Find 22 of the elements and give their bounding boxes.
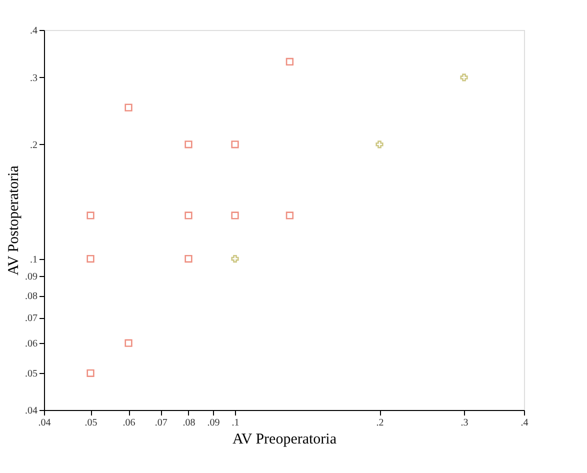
x-tick-label: .3 [460, 418, 468, 428]
y-tick-label: .04 [25, 406, 38, 416]
y-tick-label: .1 [30, 254, 38, 266]
y-tick-label: .06 [25, 338, 38, 350]
x-tick-label: .07 [154, 418, 168, 428]
x-tick-label: .04 [38, 418, 51, 428]
y-tick-label: .05 [25, 368, 38, 380]
y-tick-label: .3 [30, 72, 38, 84]
y-tick-label: .2 [30, 140, 38, 151]
y-tick-label: .08 [25, 291, 38, 302]
x-tick-label: .2 [376, 418, 384, 428]
x-tick-label: .05 [84, 418, 98, 428]
y-tick-label: .09 [25, 272, 38, 283]
y-tick-label: .07 [25, 313, 38, 324]
y-axis-title: AV Postoperatoria [6, 165, 22, 276]
x-tick-label: .06 [122, 418, 136, 428]
y-tick-label: .4 [30, 26, 38, 36]
x-tick-label: .4 [520, 418, 528, 428]
x-tick-label: .08 [182, 418, 196, 428]
x-tick-label: .1 [232, 418, 240, 428]
x-axis-title: AV Preoperatoria [232, 432, 337, 448]
x-tick-label: .09 [207, 418, 220, 428]
